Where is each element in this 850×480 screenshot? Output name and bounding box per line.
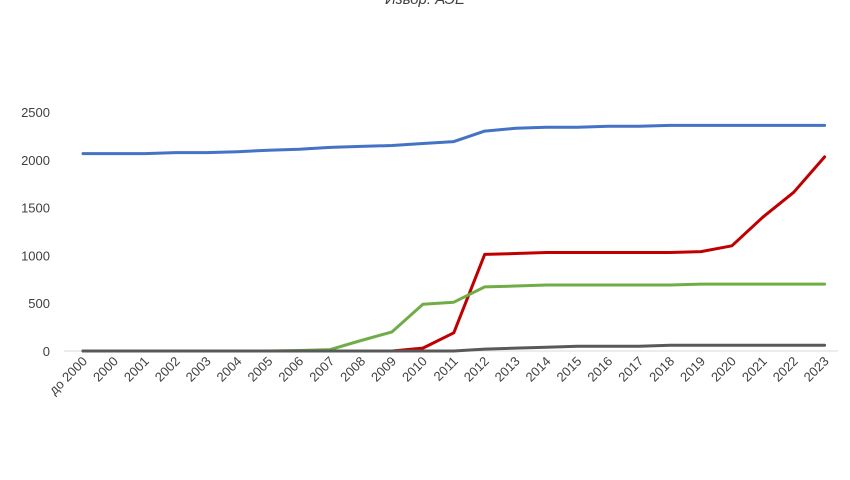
x-tick-label: 2008 bbox=[337, 354, 368, 385]
x-axis: до 2000 2000 2001 2002 2003 2004 2005 2006 2007 2… bbox=[46, 350, 838, 398]
x-tick-label: 2019 bbox=[677, 354, 708, 385]
x-tick-label: 2000 bbox=[90, 354, 121, 385]
x-tick-label: 2015 bbox=[553, 354, 584, 385]
x-tick-label: 2020 bbox=[708, 354, 739, 385]
x-tick-label: 2014 bbox=[523, 354, 554, 385]
series-line-2 bbox=[81, 155, 827, 353]
x-tick-label: 2021 bbox=[739, 354, 770, 385]
x-tick-label: 2007 bbox=[306, 354, 337, 385]
y-tick-label: 0 bbox=[43, 344, 50, 359]
x-tick-label: 2013 bbox=[492, 354, 523, 385]
y-tick-label: 500 bbox=[28, 296, 50, 311]
x-tick-label: 2002 bbox=[152, 354, 183, 385]
series-layer bbox=[81, 123, 827, 353]
x-tick-label: 2009 bbox=[368, 354, 399, 385]
x-tick-label: 2010 bbox=[399, 354, 430, 385]
y-tick-label: 2500 bbox=[21, 105, 50, 120]
x-tick-label: 2012 bbox=[461, 354, 492, 385]
series-line-3 bbox=[81, 282, 827, 353]
series-line-1 bbox=[81, 123, 827, 156]
series-line-4 bbox=[81, 343, 827, 353]
x-tick-label: 2023 bbox=[801, 354, 832, 385]
x-tick-label: 2001 bbox=[121, 354, 152, 385]
x-tick-label: 2011 bbox=[431, 354, 461, 384]
y-axis: 0 500 1000 1500 2000 2500 bbox=[21, 105, 50, 359]
x-tick-label: до 2000 bbox=[46, 354, 90, 398]
x-tick-label: 2017 bbox=[615, 354, 646, 385]
source-note: Извор: АЭЕ bbox=[0, 0, 850, 8]
x-tick-label: 2006 bbox=[275, 354, 306, 385]
x-tick-label: 2004 bbox=[214, 354, 245, 385]
x-tick-label: 2003 bbox=[183, 354, 214, 385]
x-tick-label: 2005 bbox=[244, 354, 275, 385]
y-tick-label: 1000 bbox=[21, 248, 50, 263]
x-tick-label: 2022 bbox=[770, 354, 801, 385]
y-tick-label: 1500 bbox=[21, 201, 50, 216]
y-tick-label: 2000 bbox=[21, 153, 50, 168]
x-tick-label: 2018 bbox=[646, 354, 677, 385]
x-tick-label: 2016 bbox=[584, 354, 615, 385]
